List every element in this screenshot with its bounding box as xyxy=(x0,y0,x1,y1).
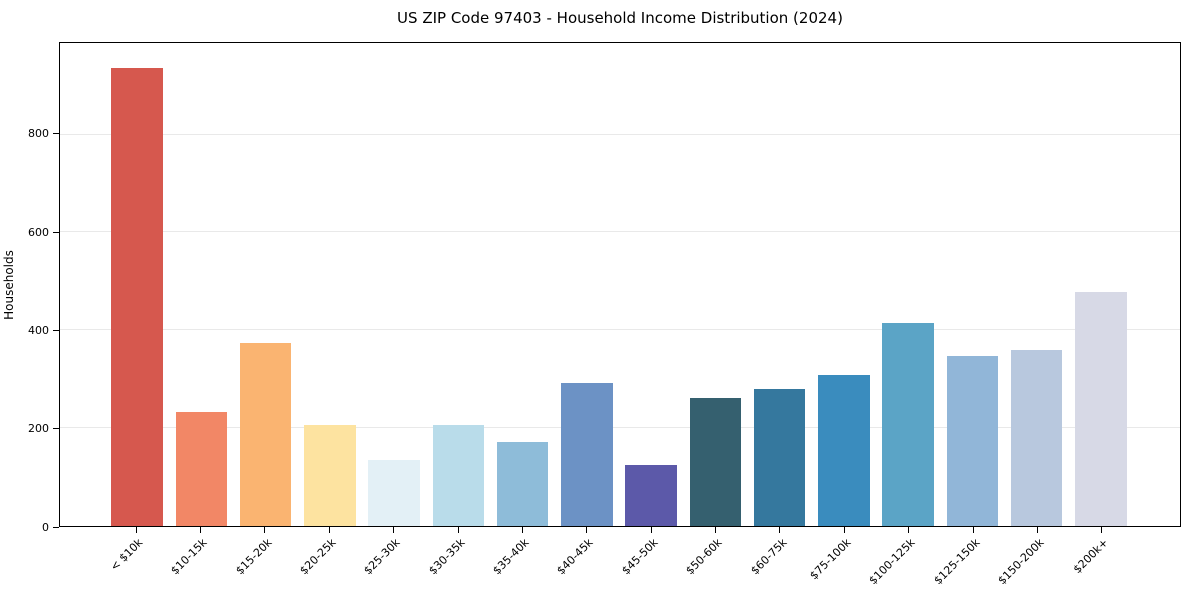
bar-$25-30k xyxy=(368,459,420,526)
y-tick-label: 800 xyxy=(28,127,49,141)
gridline xyxy=(60,329,1180,331)
x-tick-mark xyxy=(908,527,910,533)
bar-$10-15k xyxy=(175,411,228,526)
y-tick-mark xyxy=(53,231,59,233)
x-tick-label: $150-200k xyxy=(995,536,1047,588)
x-tick-label: < $10k xyxy=(107,536,146,574)
x-tick-mark xyxy=(586,527,588,533)
bar-slot xyxy=(362,43,426,526)
x-tick-mark xyxy=(457,527,459,533)
bar-$20-25k xyxy=(304,425,356,526)
x-tick-mark xyxy=(200,527,202,533)
bars-row xyxy=(60,43,1180,526)
x-tick-label: $10-15k xyxy=(168,536,210,578)
gridline xyxy=(60,427,1180,429)
x-tick-mark xyxy=(843,527,845,533)
bar-$150-200k xyxy=(1010,350,1063,526)
chart-title: US ZIP Code 97403 - Household Income Dis… xyxy=(397,9,843,27)
bar-slot xyxy=(234,43,298,526)
bar-slot xyxy=(619,43,683,526)
x-tick-label: $20-25k xyxy=(297,536,339,578)
y-tick-mark xyxy=(53,133,59,135)
bar-$35-40k xyxy=(496,441,549,526)
x-tick-mark xyxy=(715,527,717,533)
bar-$50-60k xyxy=(689,397,742,526)
bar-slot xyxy=(683,43,747,526)
y-tick-mark xyxy=(53,526,59,528)
x-tick-label: $75-100k xyxy=(807,536,854,583)
y-axis-label: Households xyxy=(2,250,16,320)
x-tick-mark xyxy=(972,527,974,533)
y-tick-label: 0 xyxy=(42,520,49,534)
x-tick-mark xyxy=(135,527,137,533)
bar-$30-35k xyxy=(432,424,485,526)
x-tick-label: $25-30k xyxy=(361,536,403,578)
y-tick-label: 600 xyxy=(28,225,49,239)
x-tick-mark xyxy=(779,527,781,533)
bar-slot xyxy=(555,43,619,526)
x-tick-mark xyxy=(264,527,266,533)
y-tick-mark xyxy=(53,428,59,430)
x-tick-label: $60-75k xyxy=(747,536,790,578)
x-tick-mark xyxy=(1036,527,1038,533)
bar-slot xyxy=(748,43,812,526)
bar-$100-125k xyxy=(882,323,934,526)
bar-slot xyxy=(1005,43,1069,526)
bar-slot xyxy=(940,43,1004,526)
bar-slot xyxy=(876,43,940,526)
x-tick-label: $30-35k xyxy=(425,536,468,578)
bar-$75-100k xyxy=(818,374,870,526)
x-tick-label: $200k+ xyxy=(1070,536,1112,577)
bar-slot xyxy=(169,43,233,526)
bar-$45-50k xyxy=(625,465,677,526)
bar-$125-150k xyxy=(946,355,999,526)
x-tick-label: $15-20k xyxy=(232,536,275,578)
bar-slot xyxy=(812,43,876,526)
bar-$15-20k xyxy=(239,343,292,526)
bar-slot xyxy=(1069,43,1133,526)
bar-slot xyxy=(426,43,490,526)
x-tick-label: $45-50k xyxy=(619,536,661,578)
bar-slot xyxy=(105,43,169,526)
x-tick-mark xyxy=(328,527,330,533)
bar-< $10k xyxy=(111,67,163,526)
y-tick-label: 400 xyxy=(28,323,49,337)
y-tick-label: 200 xyxy=(28,422,49,436)
x-tick-mark xyxy=(393,527,395,533)
x-tick-label: $125-150k xyxy=(931,536,983,588)
x-tick-mark xyxy=(1101,527,1103,533)
bar-slot xyxy=(491,43,555,526)
plot-area xyxy=(59,42,1181,527)
x-tick-label: $100-125k xyxy=(866,536,918,588)
bar-$60-75k xyxy=(753,388,806,526)
gridline xyxy=(60,231,1180,233)
x-tick-label: $50-60k xyxy=(683,536,725,578)
bar-$40-45k xyxy=(561,382,613,526)
bar-$200k+ xyxy=(1075,292,1127,526)
bar-slot xyxy=(298,43,362,526)
x-tick-label: $35-40k xyxy=(490,536,532,578)
x-tick-label: $40-45k xyxy=(554,536,597,578)
x-tick-mark xyxy=(650,527,652,533)
gridline xyxy=(60,133,1180,135)
x-tick-mark xyxy=(521,527,523,533)
y-tick-mark xyxy=(53,329,59,331)
